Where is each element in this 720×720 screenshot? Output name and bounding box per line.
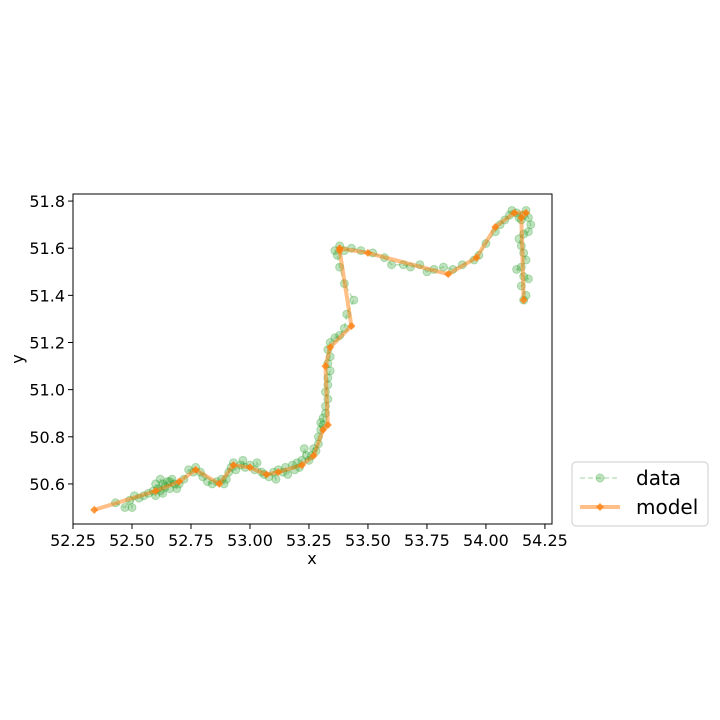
plot-area-frame <box>72 193 553 525</box>
model-point <box>522 208 531 217</box>
model-point <box>519 296 528 305</box>
data-point <box>438 262 448 272</box>
x-tick-label: 53.25 <box>286 531 332 550</box>
model-point <box>175 477 184 486</box>
model-point <box>229 461 238 470</box>
data-point <box>252 458 262 468</box>
x-tick-label: 52.75 <box>168 531 214 550</box>
x-tick-label: 54.25 <box>522 531 568 550</box>
y-tick-label: 51.0 <box>29 381 65 400</box>
x-axis-ticks: 52.25 52.50 52.75 53.00 53.25 53.50 53.75 54.00… <box>50 524 568 550</box>
y-tick-label: 51.4 <box>29 286 65 305</box>
model-point <box>347 322 356 330</box>
legend-data-label: data <box>636 466 681 490</box>
model-point <box>363 248 372 257</box>
data-point <box>316 418 326 428</box>
legend: data model <box>571 461 709 527</box>
x-tick-label: 53.00 <box>227 531 273 550</box>
data-point <box>120 503 130 512</box>
model-point <box>151 487 160 495</box>
legend-model-marker <box>596 503 604 511</box>
x-tick-label: 53.75 <box>404 531 450 550</box>
model-point <box>472 253 481 262</box>
x-tick-label: 52.50 <box>109 531 155 550</box>
y-tick-label: 51.6 <box>29 239 65 258</box>
y-tick-label: 50.6 <box>29 475 65 494</box>
model-point <box>517 213 526 222</box>
model-series-line <box>93 210 529 512</box>
y-axis-label: y <box>8 354 27 363</box>
data-point <box>155 474 165 484</box>
data-point <box>523 227 533 237</box>
y-tick-label: 51.2 <box>29 334 65 353</box>
model-point <box>309 451 318 460</box>
data-point <box>238 455 248 465</box>
model-point <box>262 470 271 479</box>
model-point <box>323 421 332 429</box>
model-point <box>321 362 330 371</box>
legend-model-label: model <box>636 495 698 519</box>
model-point <box>335 244 344 253</box>
data-point <box>526 220 536 230</box>
legend-entry-model: model <box>580 495 698 519</box>
data-point <box>299 444 309 454</box>
model-point <box>510 208 519 217</box>
model-point <box>191 465 200 474</box>
model-point <box>245 463 254 472</box>
data-point <box>349 295 359 305</box>
data-point <box>127 503 137 512</box>
y-axis-ticks: 50.6 50.8 51.0 51.2 51.4 51.6 51.8 <box>29 192 73 494</box>
data-point <box>512 264 522 274</box>
y-tick-label: 51.8 <box>29 192 65 211</box>
model-point <box>90 505 99 514</box>
model-point <box>491 223 500 231</box>
model-point <box>215 479 224 488</box>
model-point <box>326 343 335 352</box>
model-point <box>444 270 453 279</box>
legend-data-marker <box>595 473 605 483</box>
data-point <box>271 474 281 484</box>
model-point <box>297 461 306 470</box>
x-tick-label: 54.00 <box>463 531 509 550</box>
x-tick-label: 53.50 <box>345 531 391 550</box>
x-axis-label: x <box>307 549 316 568</box>
data-series-line <box>115 208 532 511</box>
legend-frame <box>571 461 709 527</box>
data-point <box>523 274 533 284</box>
x-tick-label: 52.25 <box>50 531 96 550</box>
legend-entry-data: data <box>580 466 681 490</box>
y-tick-label: 50.8 <box>29 428 65 447</box>
model-point <box>274 468 283 477</box>
model-point <box>319 425 328 434</box>
